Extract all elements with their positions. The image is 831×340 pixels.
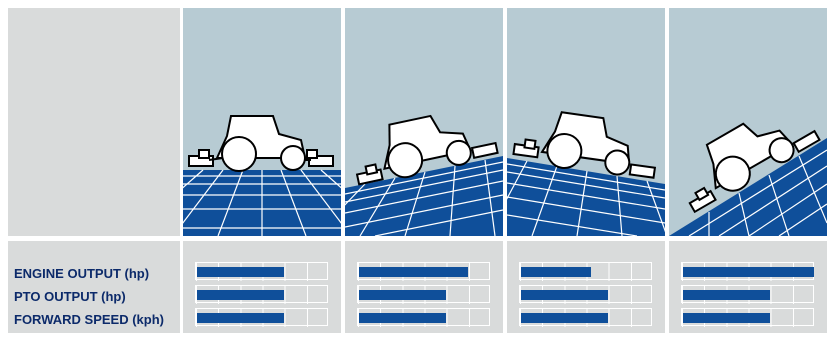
- bar-row-pto: [195, 285, 330, 308]
- tractor-panel-2: [345, 8, 503, 236]
- bar-row-engine: [519, 262, 654, 285]
- forward-speed-label: FORWARD SPEED (kph): [14, 312, 164, 327]
- bar-engine-output: [197, 267, 284, 277]
- engine-output-label: ENGINE OUTPUT (hp): [14, 266, 150, 281]
- bar-row-pto: [357, 285, 492, 308]
- label-column: [8, 241, 180, 333]
- bar-panel-3: [507, 241, 665, 333]
- tractor-panel-1: [183, 8, 341, 236]
- tractor-uphill-right-icon: [345, 114, 503, 236]
- bar-pto-output: [521, 290, 608, 300]
- bar-forward-speed: [359, 313, 446, 323]
- bar-forward-speed: [521, 313, 608, 323]
- bar-grid-2: [357, 262, 492, 330]
- bar-engine-output: [359, 267, 468, 277]
- bar-row-engine: [681, 262, 816, 285]
- row-labels: ENGINE OUTPUT (hp) PTO OUTPUT (hp) FORWA…: [14, 262, 180, 331]
- bar-pto-output: [197, 290, 284, 300]
- bar-row-engine: [195, 262, 330, 285]
- bar-engine-output: [683, 267, 814, 277]
- bar-panel-4: [669, 241, 827, 333]
- bar-row-speed: [357, 308, 492, 331]
- bar-pto-output: [359, 290, 446, 300]
- bar-row-pto: [681, 285, 816, 308]
- pto-output-label: PTO OUTPUT (hp): [14, 289, 126, 304]
- bar-engine-output: [521, 267, 591, 277]
- tractor-panel-4: [669, 8, 827, 236]
- bar-row-pto: [519, 285, 654, 308]
- bar-pto-output: [683, 290, 770, 300]
- bar-grid-3: [519, 262, 654, 330]
- bar-row-speed: [195, 308, 330, 331]
- bar-grid-1: [195, 262, 330, 330]
- bar-forward-speed: [197, 313, 284, 323]
- bar-panel-2: [345, 241, 503, 333]
- tractor-flat-icon: [183, 115, 341, 236]
- tractor-panel-3: [507, 8, 665, 236]
- label-column-header: [8, 8, 180, 236]
- bar-panel-1: [183, 241, 341, 333]
- bar-forward-speed: [683, 313, 770, 323]
- bar-row-engine: [357, 262, 492, 285]
- tractor-steep-icon: [669, 122, 827, 236]
- bar-grid-4: [681, 262, 816, 330]
- tractor-uphill-left-icon: [507, 111, 665, 236]
- bar-row-speed: [519, 308, 654, 331]
- bar-row-speed: [681, 308, 816, 331]
